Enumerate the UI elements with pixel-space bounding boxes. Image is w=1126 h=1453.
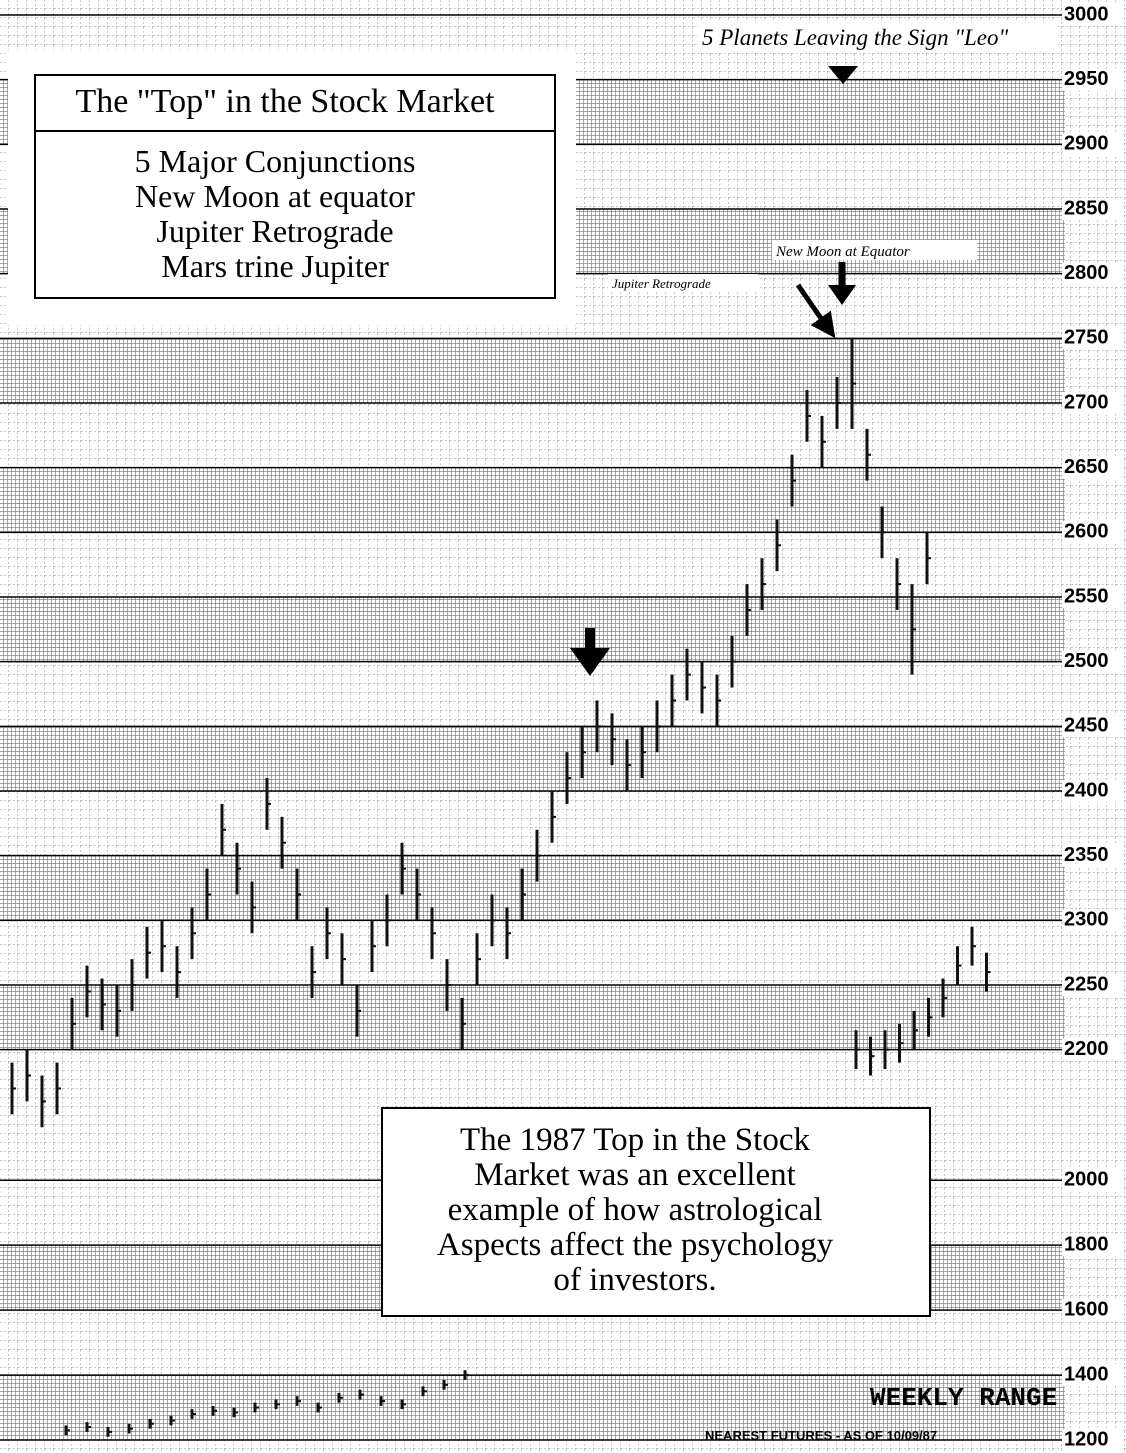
y-tick-label: 2350 (1064, 844, 1109, 866)
y-tick-label: 1200 (1064, 1428, 1109, 1450)
y-tick-label: 2000 (1064, 1169, 1109, 1191)
y-tick-label: 2900 (1064, 133, 1109, 155)
band (0, 985, 1065, 1050)
tick-label-bg (1062, 392, 1124, 414)
annotation: 5 Planets Leaving the Sign "Leo" (702, 25, 1008, 50)
annotation-bg (698, 22, 1058, 52)
annotation: New Moon at Equator (775, 244, 910, 260)
tick-label-bg (1062, 780, 1124, 802)
note-line: of investors. (553, 1262, 716, 1298)
y-tick-label: 1600 (1064, 1298, 1109, 1320)
band (0, 1375, 1065, 1441)
y-tick-label: 3000 (1064, 3, 1109, 25)
y-tick-label: 2950 (1064, 68, 1109, 90)
tick-label-bg (1062, 1169, 1124, 1192)
y-tick-label: 2500 (1064, 650, 1109, 672)
y-tick-label: 2800 (1064, 262, 1109, 284)
arrow (570, 648, 610, 676)
tick-label-bg (1062, 1364, 1124, 1387)
subtitle-line: New Moon at equator (135, 178, 415, 214)
y-tick-label: 1400 (1064, 1363, 1109, 1385)
tick-label-bg (1062, 1429, 1124, 1452)
annotation-bg (772, 240, 977, 260)
y-tick-label: 2550 (1064, 585, 1109, 607)
tick-label-bg (1062, 844, 1124, 867)
tick-label-bg (1062, 909, 1124, 932)
y-tick-label: 2200 (1064, 1038, 1109, 1060)
y-tick-label: 2750 (1064, 327, 1109, 349)
tick-label-bg (1062, 262, 1124, 285)
note-line: example of how astrological (448, 1192, 823, 1228)
y-tick-label: 2850 (1064, 197, 1109, 219)
tick-label-bg (1062, 521, 1124, 544)
note-line: Aspects affect the psychology (437, 1227, 834, 1263)
y-tick-label: 2600 (1064, 521, 1109, 543)
tick-label-bg (1062, 68, 1124, 91)
arrow (795, 283, 836, 339)
tick-label-bg (1062, 456, 1124, 479)
chart-title: The "Top" in the Stock Market (75, 83, 495, 120)
arrow (828, 66, 858, 84)
tick-label-bg (1062, 715, 1124, 738)
tick-label-bg (1062, 4, 1124, 26)
tick-label-bg (1062, 586, 1124, 608)
tick-label-bg (1062, 133, 1124, 156)
annotation: WEEKLY RANGE (870, 1383, 1057, 1413)
y-tick-label: 2300 (1064, 909, 1109, 931)
band (0, 467, 1065, 533)
tick-label-bg (1062, 1234, 1124, 1257)
ticks: 2200 2250 2300 2350 2400 2450 2500 2550 2600 2650… (1062, 3, 1124, 1452)
y-tick-label: 2250 (1064, 973, 1109, 995)
band (0, 338, 1065, 403)
tick-label-bg (1062, 1299, 1124, 1322)
y-tick-label: 2450 (1064, 715, 1109, 737)
band (0, 597, 1065, 662)
y-tick-label: 2650 (1064, 456, 1109, 478)
y-tick-label: 1800 (1064, 1233, 1109, 1255)
annotation: NEAREST FUTURES - AS OF 10/09/87 (705, 1428, 937, 1443)
annotation: Jupiter Retrograde (612, 276, 711, 291)
tick-label-bg (1062, 1038, 1124, 1061)
note-box (381, 1107, 931, 1317)
note-line: Market was an excellent (474, 1157, 796, 1193)
tick-label-bg (1062, 327, 1124, 350)
band (0, 855, 1065, 921)
tick-label-bg (1062, 198, 1124, 220)
y-tick-label: 2700 (1064, 391, 1109, 413)
tick-label-bg (1062, 974, 1124, 996)
band (0, 726, 1065, 791)
note-line: The 1987 Top in the Stock (460, 1122, 810, 1158)
marks (10, 338, 991, 1437)
subtitle-line: Mars trine Jupiter (161, 248, 389, 284)
y-tick-label: 2400 (1064, 779, 1109, 801)
title-box (34, 74, 556, 299)
arrow (828, 285, 856, 305)
subtitle-line: Jupiter Retrograde (156, 213, 393, 249)
subtitle-line: 5 Major Conjunctions (135, 143, 416, 179)
annotation-bg (608, 274, 758, 292)
tick-label-bg (1062, 650, 1124, 673)
